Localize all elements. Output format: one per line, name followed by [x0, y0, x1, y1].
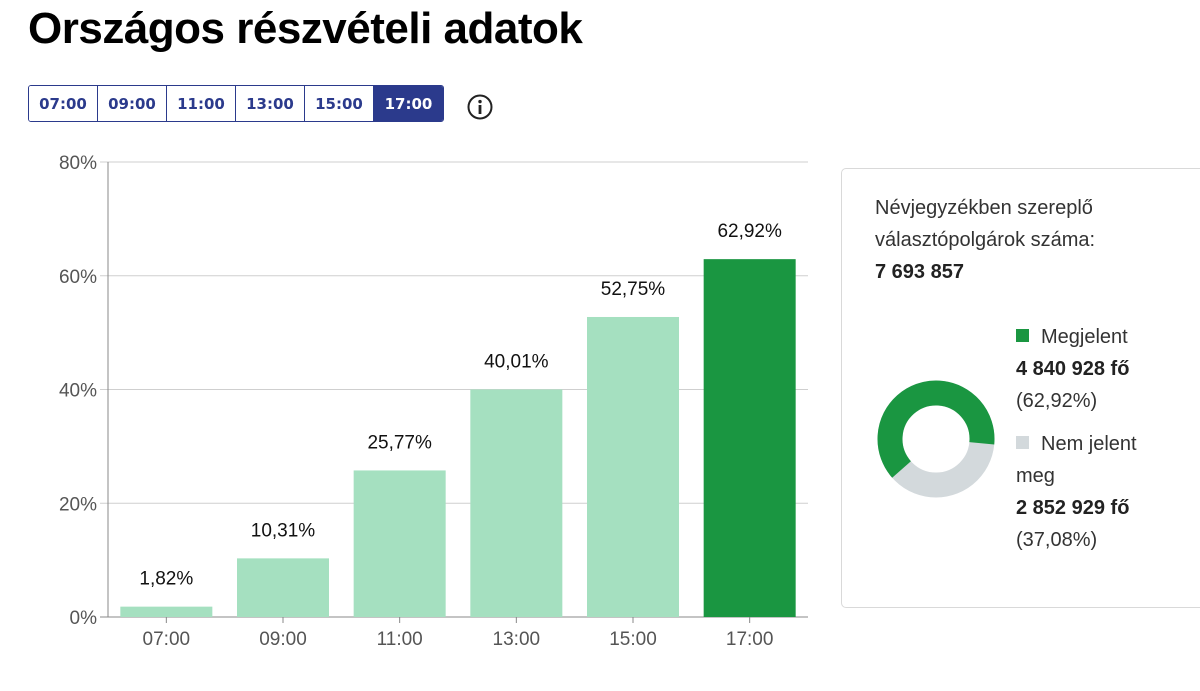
turnout-donut-chart: [877, 380, 995, 498]
data-label: 62,92%: [717, 221, 782, 242]
not-voted-label-2: meg: [1016, 465, 1055, 487]
x-tick-label: 17:00: [726, 629, 774, 650]
x-tick-label: 11:00: [377, 629, 423, 650]
x-tick-label: 07:00: [143, 629, 191, 650]
x-tick-label: 13:00: [493, 629, 541, 650]
y-tick-label: 40%: [59, 381, 97, 402]
tab-1100[interactable]: 11:00: [167, 86, 236, 121]
tab-1500[interactable]: 15:00: [305, 86, 374, 121]
data-label: 40,01%: [484, 351, 549, 372]
y-tick-label: 60%: [59, 267, 97, 288]
data-label: 10,31%: [251, 520, 316, 541]
registered-label-line-1: Névjegyzékben szereplő: [875, 197, 1093, 219]
not-voted-percent: (37,08%): [1016, 529, 1098, 551]
voted-count: 4 840 928 fő: [1016, 358, 1130, 380]
tab-0700[interactable]: 07:00: [29, 86, 98, 121]
registered-total: 7 693 857: [875, 261, 964, 283]
tab-0900[interactable]: 09:00: [98, 86, 167, 121]
bar: [237, 558, 329, 617]
summary-panel: Névjegyzékben szereplő választópolgárok …: [841, 168, 1200, 608]
y-tick-label: 20%: [59, 494, 97, 515]
x-tick-label: 09:00: [259, 629, 307, 650]
not-voted-swatch: [1016, 436, 1029, 449]
voted-label: Megjelent: [1041, 326, 1128, 348]
legend-not-voted: Nem jelent meg 2 852 929 fő (37,08%): [1016, 428, 1137, 556]
not-voted-label-1: Nem jelent: [1041, 433, 1137, 455]
bar: [703, 259, 796, 617]
time-tabs: 07:00 09:00 11:00 13:00 15:00 17:00: [28, 85, 444, 122]
data-label: 52,75%: [601, 279, 666, 300]
tab-1700[interactable]: 17:00: [374, 86, 443, 121]
bar: [120, 606, 213, 617]
tab-1300[interactable]: 13:00: [236, 86, 305, 121]
not-voted-count: 2 852 929 fő: [1016, 497, 1130, 519]
registered-label-line-2: választópolgárok száma:: [875, 229, 1096, 251]
voted-swatch: [1016, 329, 1029, 342]
y-tick-label: 80%: [59, 153, 97, 174]
y-tick-label: 0%: [70, 608, 98, 629]
x-tick-label: 15:00: [609, 629, 657, 650]
page-title: Országos részvételi adatok: [28, 4, 583, 53]
bar: [353, 470, 446, 617]
legend-voted: Megjelent 4 840 928 fő (62,92%): [1016, 321, 1129, 417]
data-label: 25,77%: [367, 432, 432, 453]
data-label: 1,82%: [139, 569, 193, 590]
turnout-bar-chart: 0% 20% 40% 60% 80% 1,82% 07:00 10,31% 09:00 25,77…: [59, 153, 808, 650]
voted-percent: (62,92%): [1016, 390, 1098, 412]
info-icon[interactable]: [466, 93, 494, 121]
bar: [470, 389, 563, 617]
bar: [587, 316, 679, 617]
